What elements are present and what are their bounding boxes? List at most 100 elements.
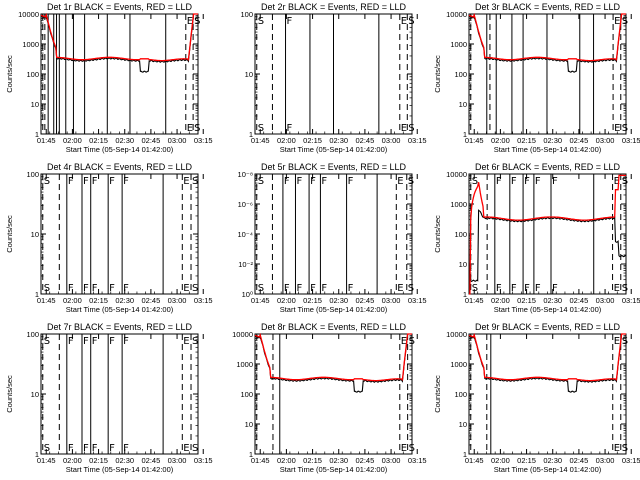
flag-label-bottom: E (183, 283, 189, 294)
flag-label-bottom: S (44, 283, 50, 294)
flag-label-bottom: F (92, 283, 98, 294)
y-tick-label: 100 (26, 330, 39, 339)
y-tick-label: 1 (463, 130, 467, 139)
x-tick-label: 02:30 (543, 136, 562, 145)
x-tick-label: 02:30 (115, 456, 134, 465)
flag-label-top: F (92, 336, 98, 347)
x-axis-label: Start Time (05-Sep-14 01:42:00) (494, 305, 602, 314)
x-tick-label: 03:15 (622, 456, 640, 465)
flag-label-top: S (408, 176, 414, 187)
flag-label-top: S (192, 176, 198, 187)
y-tick-label: 10 (245, 420, 253, 429)
flag-label-top: S (258, 176, 264, 187)
flag-label-bottom: E (401, 123, 407, 134)
flag-label-top: E (397, 176, 403, 187)
flag-label-bottom: F (109, 283, 115, 294)
x-tick-label: 03:15 (408, 456, 427, 465)
y-axis-label: Counts/sec (5, 375, 14, 413)
y-tick-label: 100 (240, 390, 253, 399)
flag-label-top: E (183, 336, 189, 347)
y-tick-label: 1000 (450, 40, 467, 49)
flag-label-bottom: S (192, 443, 198, 454)
flag-label-top: F (296, 176, 302, 187)
flag-label-bottom: F (92, 443, 98, 454)
x-tick-label: 02:30 (329, 136, 348, 145)
flag-label-bottom: S (408, 283, 414, 294)
y-tick-label: 100 (454, 230, 467, 239)
x-tick-label: 01:45 (37, 296, 56, 305)
flag-label-top: F (284, 176, 290, 187)
y-tick-label: 10000 (446, 170, 467, 179)
x-tick-label: 02:30 (329, 296, 348, 305)
flag-label-bottom: F (284, 283, 290, 294)
panel-title: Det 7r BLACK = Events, RED = LLD (47, 322, 193, 332)
x-axis-label: Start Time (05-Sep-14 01:42:00) (494, 145, 602, 154)
flag-label-top: F (535, 176, 541, 187)
y-tick-label: 10⁻⁸ (238, 170, 253, 179)
series-line-events (468, 333, 626, 393)
flag-label-bottom: F (511, 283, 517, 294)
flag-label-top: S (192, 336, 198, 347)
x-axis-label: Start Time (05-Sep-14 01:42:00) (66, 305, 174, 314)
flag-label-bottom: S (409, 443, 415, 454)
series-line-events (468, 209, 627, 283)
flag-label-bottom: F (83, 443, 89, 454)
flag-label-bottom: E (614, 283, 620, 294)
flag-label-top: F (348, 176, 354, 187)
x-tick-label: 02:30 (543, 296, 562, 305)
x-axis-label: Start Time (05-Sep-14 01:42:00) (66, 465, 174, 474)
x-axis-label: Start Time (05-Sep-14 01:42:00) (280, 145, 388, 154)
y-tick-label: 1000 (236, 360, 253, 369)
flag-label-top: S (622, 176, 628, 187)
flag-label-top: E (187, 16, 193, 27)
y-tick-label: 10000 (18, 10, 39, 19)
y-tick-label: 10 (31, 390, 39, 399)
flag-label-bottom: F (535, 283, 541, 294)
flag-label-bottom: F (552, 283, 558, 294)
flag-label-top: E (401, 336, 407, 347)
x-tick-label: 03:00 (596, 456, 615, 465)
flag-label-bottom: F (310, 283, 316, 294)
flag-label-bottom: F (321, 283, 327, 294)
flag-label-top: S (408, 16, 414, 27)
y-tick-label: 10000 (446, 330, 467, 339)
x-tick-label: 03:15 (622, 136, 640, 145)
series-line-events (254, 333, 412, 393)
flag-label-bottom: F (83, 283, 89, 294)
plot-frame (40, 333, 199, 455)
flag-label-top: E (183, 176, 189, 187)
x-tick-label: 01:45 (465, 136, 484, 145)
flag-label-top: S (44, 176, 50, 187)
flag-label-top: E (614, 336, 620, 347)
x-tick-label: 03:15 (194, 456, 213, 465)
y-tick-label: 1 (35, 450, 39, 459)
flag-label-top: F (92, 176, 98, 187)
flag-label-bottom: F (496, 283, 502, 294)
x-tick-label: 02:00 (277, 136, 296, 145)
flag-label-bottom: S (44, 443, 50, 454)
panel-title: Det 8r BLACK = Events, RED = LLD (261, 322, 407, 332)
series-line-lld (469, 174, 626, 295)
x-tick-label: 02:00 (63, 296, 82, 305)
chart-panel-3: Det 3r BLACK = Events, RED = LLD 1 10 100 10… (433, 2, 640, 154)
chart-panel-9: Det 9r BLACK = Events, RED = LLD 1 10 100 10… (433, 322, 640, 474)
x-tick-label: 03:15 (622, 296, 640, 305)
panel-title: Det 5r BLACK = Events, RED = LLD (261, 162, 407, 172)
flag-label-top: F (310, 176, 316, 187)
panel-title: Det 4r BLACK = Events, RED = LLD (47, 162, 193, 172)
x-axis-label: Start Time (05-Sep-14 01:42:00) (494, 465, 602, 474)
flag-label-bottom: E (187, 123, 193, 134)
x-tick-label: 03:00 (382, 136, 401, 145)
chart-panel-4: Det 4r BLACK = Events, RED = LLD 1 10 100 01… (5, 162, 213, 314)
y-tick-label: 10 (31, 100, 39, 109)
flag-label-bottom: F (348, 283, 354, 294)
flag-label-bottom: E (614, 123, 620, 134)
plot-frame (254, 173, 413, 295)
y-axis-label: Counts/sec (433, 55, 442, 93)
flag-label-top: F (83, 336, 89, 347)
x-axis-label: Start Time (05-Sep-14 01:42:00) (280, 465, 388, 474)
y-tick-label: 10⁰ (242, 290, 253, 299)
x-axis-label: Start Time (05-Sep-14 01:42:00) (66, 145, 174, 154)
flag-label-bottom: F (68, 443, 74, 454)
